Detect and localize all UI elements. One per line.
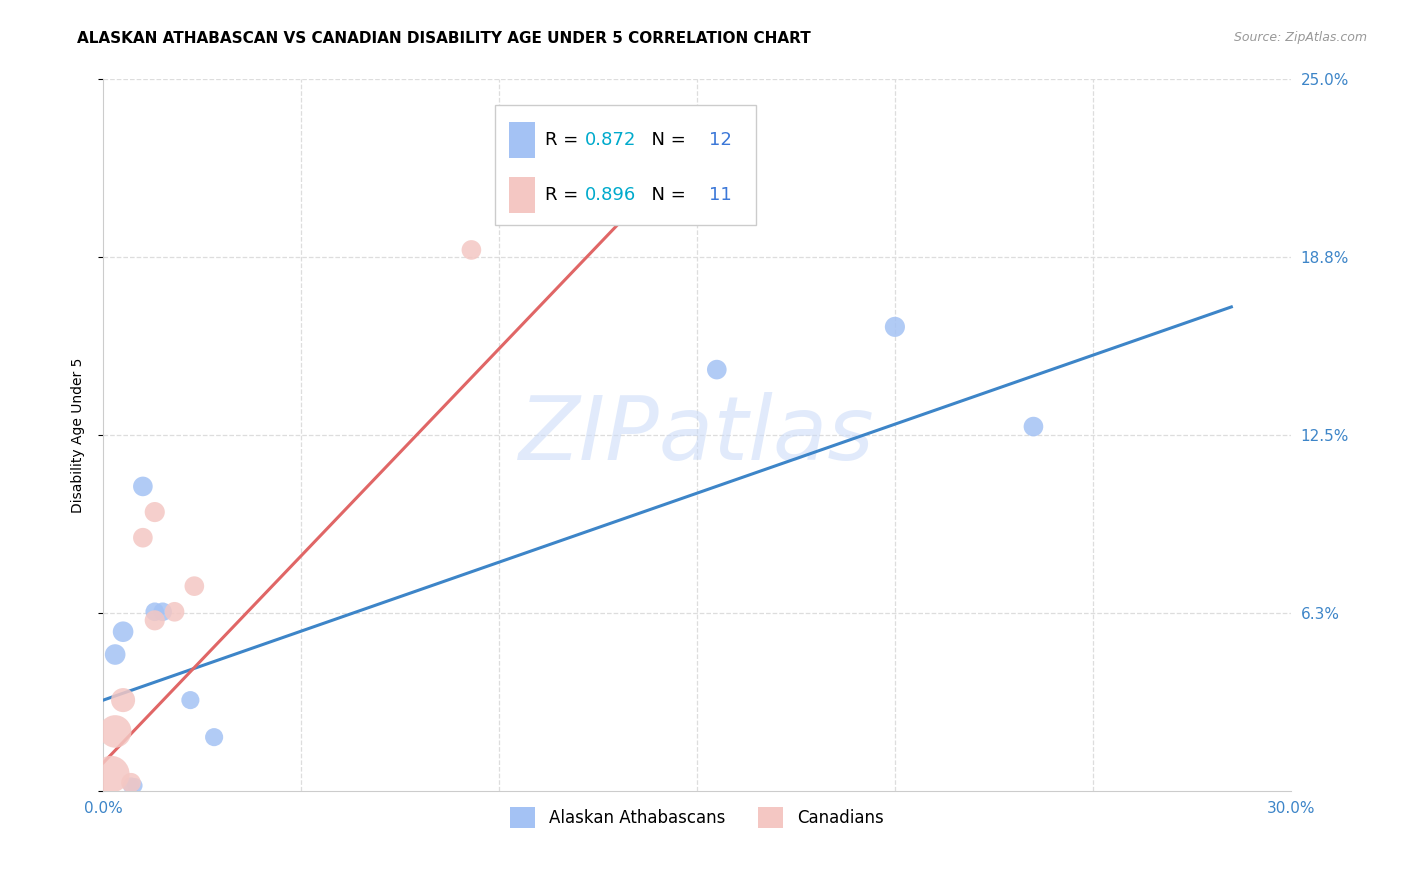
Point [100,767,122,781]
Point [152,605,174,619]
Text: R =: R = [544,131,583,149]
Point [143,605,166,619]
Point [112,693,135,707]
Point [183,579,205,593]
Point [104,724,127,739]
Point [124,779,146,793]
Point [132,479,155,493]
Point [179,693,201,707]
Point [883,319,905,334]
Point [460,243,482,257]
FancyBboxPatch shape [495,105,756,225]
Text: 12: 12 [709,131,731,149]
Text: 0.896: 0.896 [585,186,637,204]
Point [202,730,225,744]
Point [1022,419,1045,434]
FancyBboxPatch shape [509,177,534,213]
Text: ALASKAN ATHABASCAN VS CANADIAN DISABILITY AGE UNDER 5 CORRELATION CHART: ALASKAN ATHABASCAN VS CANADIAN DISABILIT… [77,31,811,46]
Text: 11: 11 [709,186,731,204]
Point [120,779,142,793]
Point [143,505,166,519]
Point [120,776,142,790]
Y-axis label: Disability Age Under 5: Disability Age Under 5 [72,358,86,513]
Text: 0.872: 0.872 [585,131,637,149]
Text: Source: ZipAtlas.com: Source: ZipAtlas.com [1233,31,1367,45]
Legend: Alaskan Athabascans, Canadians: Alaskan Athabascans, Canadians [503,800,890,834]
Point [143,613,166,627]
Point [132,531,155,545]
Point [163,605,186,619]
Point [706,362,728,376]
Point [112,624,135,639]
Text: R =: R = [544,186,583,204]
Point [686,171,709,186]
Point [104,648,127,662]
Text: N =: N = [640,131,692,149]
FancyBboxPatch shape [509,122,534,159]
Text: ZIPatlas: ZIPatlas [519,392,875,478]
Text: N =: N = [640,186,692,204]
